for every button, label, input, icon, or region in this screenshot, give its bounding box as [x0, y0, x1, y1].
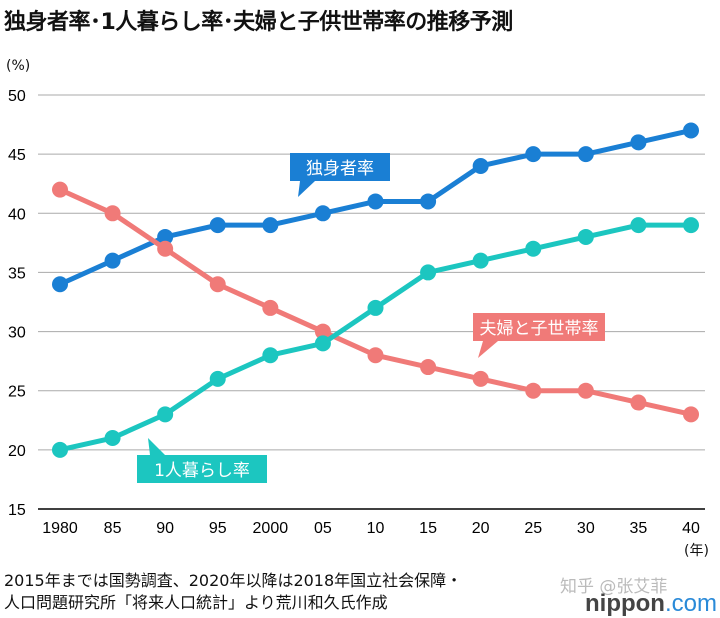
series-label: 1人暮らし率 — [154, 461, 250, 481]
x-tick-label: 1980 — [42, 520, 78, 537]
y-tick-label: 50 — [8, 88, 26, 105]
series-label: 夫婦と子世帯率 — [480, 319, 599, 339]
y-tick-label: 45 — [8, 147, 26, 164]
data-point — [577, 382, 594, 399]
series-label-pointer — [298, 181, 315, 197]
data-point — [262, 299, 279, 316]
series-label: 独身者率 — [306, 159, 374, 179]
data-point — [52, 441, 68, 458]
data-point — [525, 146, 542, 163]
x-tick-label: 10 — [367, 520, 385, 537]
data-point — [472, 157, 489, 174]
data-point — [420, 193, 437, 210]
x-tick-label: 90 — [156, 520, 174, 537]
data-point — [209, 370, 226, 387]
y-tick-label: 30 — [8, 325, 26, 342]
data-point — [683, 217, 699, 234]
y-tick-label: 35 — [8, 265, 26, 282]
data-point — [104, 252, 121, 269]
source-note-line1: 2015年までは国勢調査、2020年以降は2018年国立社会保障・ — [4, 571, 463, 590]
y-tick-label: 25 — [8, 384, 26, 401]
data-point — [630, 217, 647, 234]
x-tick-label: 25 — [524, 520, 542, 537]
x-tick-label: 15 — [419, 520, 437, 537]
data-point — [577, 228, 594, 245]
y-tick-label: 40 — [8, 206, 26, 223]
data-point — [472, 370, 489, 387]
data-point — [157, 406, 174, 423]
data-point — [209, 217, 226, 234]
data-point — [367, 347, 384, 364]
data-point — [314, 323, 331, 340]
series-label-box — [137, 455, 267, 483]
line-chart: 15 20 25 30 35 40 45 50 1980 85 90 95 2000 05 10 15 20 25… — [8, 88, 705, 537]
source-note: 2015年までは国勢調査、2020年以降は2018年国立社会保障・ 人口問題研究… — [4, 570, 462, 614]
y-axis-unit: (%) — [6, 58, 31, 74]
series-label-pointer — [148, 438, 165, 455]
watermark: 知乎 @张艾菲 — [560, 577, 668, 597]
x-tick-label: 35 — [630, 520, 648, 537]
data-point — [577, 146, 594, 163]
source-note-line2: 人口問題研究所「将来人口統計」より荒川和久氏作成 — [4, 593, 388, 612]
data-point — [104, 430, 121, 447]
data-point — [472, 252, 489, 269]
data-point — [314, 205, 331, 222]
data-point — [630, 394, 647, 411]
data-point — [683, 406, 699, 423]
data-point — [52, 276, 68, 293]
y-tick-label: 15 — [8, 502, 26, 519]
data-point — [420, 264, 437, 281]
x-tick-label: 20 — [472, 520, 490, 537]
series-label-box — [473, 313, 605, 341]
data-point — [367, 193, 384, 210]
chart-title: 独身者率･1人暮らし率･夫婦と子供世帯率の推移予測 — [4, 10, 513, 35]
x-tick-label: 05 — [314, 520, 332, 537]
data-point — [262, 347, 279, 364]
x-tick-label: 30 — [577, 520, 595, 537]
x-tick-label: 40 — [682, 520, 700, 537]
data-point — [209, 276, 226, 293]
data-point — [157, 228, 174, 245]
data-point — [104, 205, 121, 222]
data-point — [52, 181, 68, 198]
x-tick-label: 95 — [209, 520, 227, 537]
data-point — [420, 359, 437, 376]
data-point — [314, 335, 331, 352]
x-axis-unit: (年) — [684, 543, 709, 559]
nippon-logo: nippon.com — [585, 590, 717, 617]
data-point — [367, 299, 384, 316]
x-tick-label: 2000 — [253, 520, 289, 537]
data-point — [525, 240, 542, 257]
series-label-pointer — [478, 341, 498, 358]
data-point — [525, 382, 542, 399]
x-tick-label: 85 — [104, 520, 122, 537]
data-point — [630, 134, 647, 151]
series-label-box — [290, 153, 390, 181]
data-point — [157, 240, 174, 257]
data-point — [262, 217, 279, 234]
data-point — [683, 122, 699, 139]
y-tick-label: 20 — [8, 443, 26, 460]
